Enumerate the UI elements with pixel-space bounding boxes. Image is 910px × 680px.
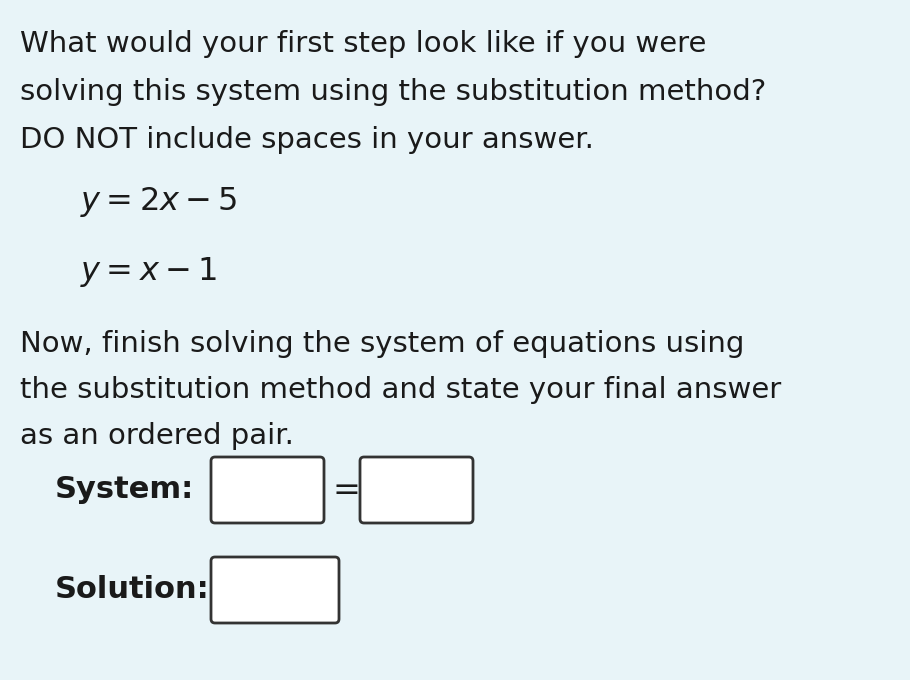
- Text: the substitution method and state your final answer: the substitution method and state your f…: [20, 376, 782, 404]
- Text: solving this system using the substitution method?: solving this system using the substituti…: [20, 78, 766, 106]
- Text: DO NOT include spaces in your answer.: DO NOT include spaces in your answer.: [20, 126, 594, 154]
- Text: $y = 2x - 5$: $y = 2x - 5$: [80, 185, 238, 219]
- Text: Now, finish solving the system of equations using: Now, finish solving the system of equati…: [20, 330, 744, 358]
- Text: What would your first step look like if you were: What would your first step look like if …: [20, 30, 706, 58]
- Text: $y = x - 1$: $y = x - 1$: [80, 255, 217, 289]
- Text: as an ordered pair.: as an ordered pair.: [20, 422, 294, 450]
- Text: =: =: [332, 473, 359, 507]
- FancyBboxPatch shape: [211, 457, 324, 523]
- FancyBboxPatch shape: [211, 557, 339, 623]
- Text: System:: System:: [55, 475, 194, 505]
- Text: Solution:: Solution:: [55, 575, 209, 605]
- FancyBboxPatch shape: [360, 457, 473, 523]
